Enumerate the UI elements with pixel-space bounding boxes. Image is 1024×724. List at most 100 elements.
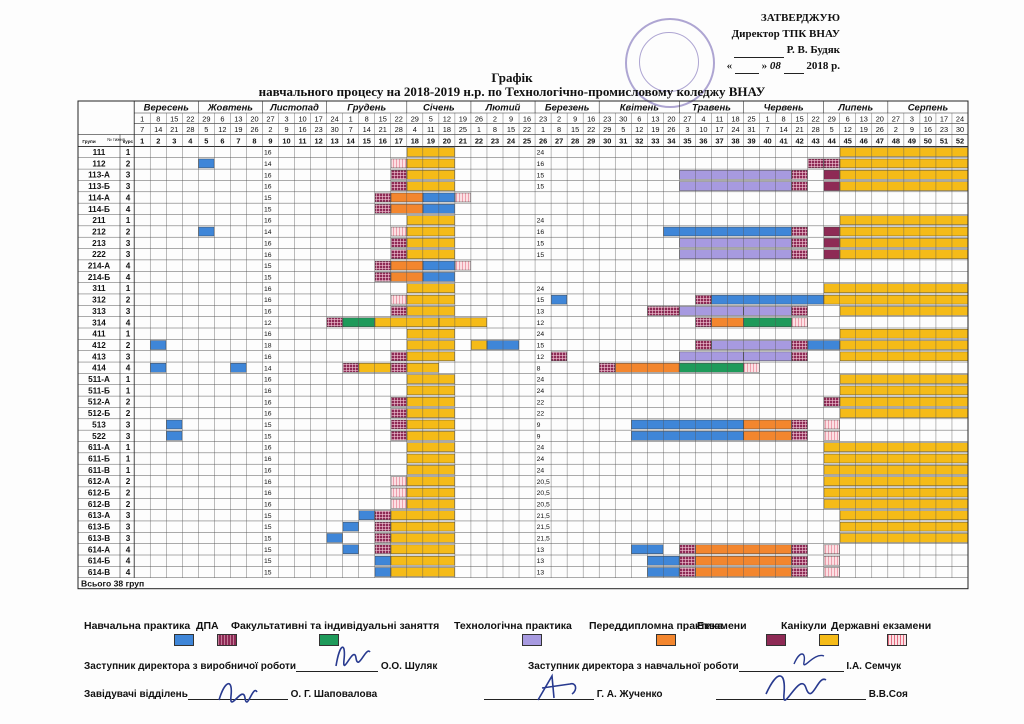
schedule-block-S	[390, 226, 407, 237]
hours-semester-2: 16	[537, 229, 545, 236]
schedule-block-D	[374, 260, 391, 271]
hours-semester-1: 16	[264, 286, 272, 293]
schedule-block-D	[374, 272, 391, 282]
week-end-day: 28	[395, 125, 403, 134]
schedule-block-S	[791, 317, 808, 328]
page-subtitle: навчального процесу на 2018-2019 н.р. по…	[258, 84, 766, 99]
week-start-day: 22	[186, 114, 194, 123]
month-label-9: Травень	[692, 103, 731, 114]
course-number: 1	[126, 443, 131, 452]
week-number: 44	[828, 136, 837, 145]
week-end-day: 28	[186, 125, 194, 134]
legend-swatch-T	[522, 634, 542, 646]
week-start-day: 29	[828, 114, 836, 123]
schedule-block-P	[166, 419, 183, 430]
week-start-day: 27	[683, 114, 691, 123]
week-start-day: 22	[395, 114, 403, 123]
schedule-block-K	[823, 453, 968, 464]
schedule-block-P	[166, 431, 183, 441]
hours-semester-1: 16	[264, 297, 272, 304]
week-number: 10	[282, 136, 290, 145]
course-number: 2	[126, 296, 131, 305]
hours-semester-2: 24	[537, 286, 545, 293]
week-number: 49	[908, 136, 916, 145]
schedule-block-K	[823, 487, 968, 498]
schedule-block-D	[390, 408, 407, 418]
week-number: 39	[747, 136, 755, 145]
group-name: 613-В	[88, 534, 110, 543]
schedule-block-K	[406, 465, 455, 475]
schedule-block-P	[198, 158, 215, 169]
schedule-block-K	[406, 453, 455, 464]
week-end-day: 23	[314, 125, 322, 134]
course-number: 3	[126, 352, 131, 361]
course-number: 3	[126, 511, 131, 520]
week-start-day: 13	[860, 114, 868, 123]
week-start-day: 6	[637, 114, 641, 123]
schedule-block-D	[390, 238, 407, 248]
schedule-block-K	[406, 499, 455, 509]
week-start-day: 27	[892, 114, 900, 123]
hours-semester-2: 21,5	[537, 513, 550, 520]
group-name: 412	[92, 341, 106, 350]
hours-semester-1: 16	[264, 218, 272, 225]
schedule-block-P	[631, 419, 744, 430]
grid-border	[77, 100, 969, 590]
week-end-day: 14	[154, 125, 162, 134]
week-start-day: 16	[587, 114, 595, 123]
schedule-block-P	[342, 544, 359, 554]
hours-semester-2: 12	[537, 320, 545, 327]
group-name: 312	[92, 296, 106, 305]
header-course: курс	[123, 139, 134, 144]
hours-semester-2: 24	[537, 150, 545, 157]
week-start-day: 3	[284, 114, 288, 123]
schedule-block-K	[406, 351, 455, 362]
week-start-day: 10	[298, 114, 306, 123]
week-number: 36	[699, 136, 707, 145]
week-end-day: 22	[523, 125, 531, 134]
hours-semester-2: 24	[537, 467, 545, 474]
week-end-day: 16	[924, 125, 932, 134]
hours-semester-1: 16	[264, 467, 272, 474]
schedule-block-P	[342, 521, 359, 532]
hours-semester-2: 22	[537, 399, 545, 406]
legend-label: Навчальна практика	[84, 620, 191, 632]
schedule-block-K	[406, 238, 455, 248]
hours-semester-2: 24	[537, 445, 545, 452]
schedule-block-D	[823, 397, 840, 407]
week-end-day: 7	[349, 125, 353, 134]
schedule-block-D	[695, 317, 712, 328]
week-start-day: 2	[557, 114, 561, 123]
course-number: 4	[126, 364, 131, 373]
handwritten-signature	[335, 646, 371, 667]
week-end-day: 29	[603, 125, 611, 134]
hours-semester-2: 21,5	[537, 536, 550, 543]
handwritten-signature	[765, 675, 827, 701]
week-start-day: 24	[331, 114, 339, 123]
group-name: 114-А	[88, 193, 110, 202]
schedule-block-K	[406, 249, 455, 259]
course-number: 1	[126, 148, 131, 157]
schedule-block-D	[551, 351, 568, 362]
week-start-day: 8	[365, 114, 369, 123]
group-name: 522	[92, 432, 106, 441]
approval-name-line: Р. В. Будяк	[640, 42, 840, 58]
week-number: 42	[796, 136, 804, 145]
schedule-block-D	[791, 238, 808, 248]
hours-semester-2: 24	[537, 218, 545, 225]
schedule-block-D	[342, 363, 359, 373]
schedule-block-D	[599, 363, 616, 373]
legend-label: ДПА	[196, 620, 219, 632]
course-number: 2	[126, 398, 131, 407]
schedule-block-T	[679, 170, 792, 180]
week-end-day: 19	[234, 125, 242, 134]
course-number: 4	[126, 545, 131, 554]
schedule-block-K	[406, 329, 455, 339]
schedule-block-K	[406, 170, 455, 180]
week-start-day: 8	[156, 114, 160, 123]
hours-semester-1: 16	[264, 309, 272, 316]
hours-semester-2: 20,5	[537, 501, 550, 508]
signature-deputy-production: Заступник директора з виробничої роботи …	[84, 661, 437, 672]
approval-heading: ЗАТВЕРДЖУЮ	[760, 12, 840, 24]
week-number: 16	[379, 136, 387, 145]
